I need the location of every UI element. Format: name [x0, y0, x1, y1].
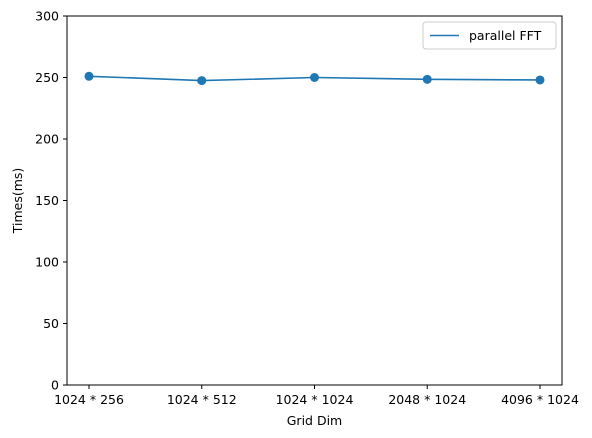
x-axis-label: Grid Dim — [287, 413, 342, 428]
x-axis: 1024 * 256 1024 * 512 1024 * 1024 2048 * 10… — [54, 385, 579, 407]
data-point — [423, 75, 432, 84]
y-axis: 0 50 100 150 200 250 300 — [35, 9, 67, 393]
x-tick-label: 1024 * 1024 — [276, 392, 354, 407]
x-tick-label: 4096 * 1024 — [501, 392, 579, 407]
legend: parallel FFT — [423, 22, 556, 49]
x-tick-label: 1024 * 256 — [54, 392, 124, 407]
y-tick-label: 50 — [43, 316, 59, 331]
data-point — [197, 76, 206, 85]
legend-label: parallel FFT — [469, 28, 542, 43]
y-tick-label: 0 — [51, 378, 59, 393]
y-tick-label: 250 — [35, 70, 59, 85]
y-tick-label: 200 — [35, 132, 59, 147]
data-point — [310, 73, 319, 82]
plot-area — [67, 16, 562, 385]
y-axis-label: Times(ms) — [10, 168, 25, 235]
y-tick-label: 150 — [35, 193, 59, 208]
data-point — [85, 72, 94, 81]
data-point — [536, 75, 545, 84]
x-tick-label: 2048 * 1024 — [388, 392, 466, 407]
y-tick-label: 100 — [35, 255, 59, 270]
y-tick-label: 300 — [35, 9, 59, 24]
x-tick-label: 1024 * 512 — [167, 392, 237, 407]
